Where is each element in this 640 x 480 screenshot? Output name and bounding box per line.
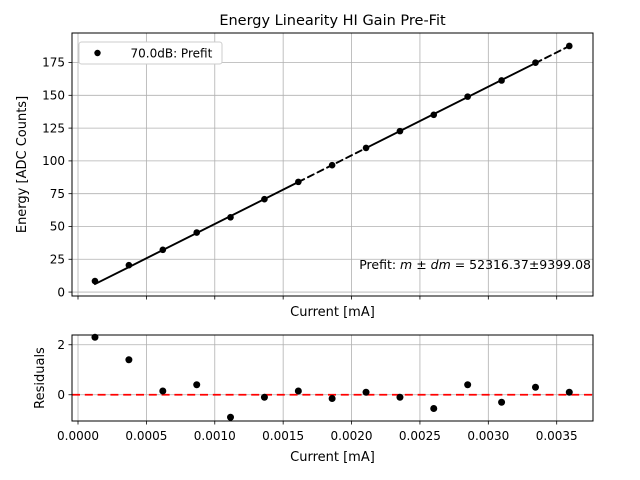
data-point — [532, 59, 539, 66]
data-point — [125, 261, 133, 269]
y-tick-label: 25 — [50, 252, 65, 266]
data-point — [159, 387, 167, 395]
data-point — [328, 395, 336, 402]
prefit-annotation: Prefit: m ± dm = 52316.37±9399.08 — [359, 257, 591, 272]
data-point — [464, 381, 472, 389]
y-tick-label: 0 — [57, 285, 65, 299]
data-point — [227, 413, 235, 421]
x-tick-label: 0.0015 — [262, 429, 304, 443]
y-tick-label: 100 — [42, 154, 65, 168]
data-point — [396, 127, 404, 135]
x-tick-label: 0.0000 — [57, 429, 99, 443]
x-tick-label: 0.0005 — [125, 429, 167, 443]
data-point — [430, 111, 438, 119]
data-point — [227, 213, 234, 221]
y-tick-label: 175 — [42, 56, 65, 70]
x-tick-label: 0.0025 — [399, 429, 441, 443]
chart-title: Energy Linearity HI Gain Pre-Fit — [219, 13, 446, 29]
fit-line-segment — [365, 62, 537, 150]
data-point — [159, 246, 167, 254]
fit-line-segment — [534, 45, 571, 64]
y-tick-label: 2 — [57, 338, 65, 352]
data-point — [193, 229, 201, 236]
data-point — [565, 42, 573, 50]
data-point — [294, 387, 302, 395]
data-point — [91, 277, 99, 285]
x-tick-label: 0.0020 — [331, 429, 373, 443]
data-point — [328, 161, 336, 169]
y-tick-label: 0 — [57, 388, 65, 402]
data-point — [532, 383, 540, 391]
y-tick-label: 125 — [42, 121, 65, 135]
annotation-prefix: Prefit: — [359, 257, 400, 272]
legend-marker-icon — [94, 49, 101, 57]
legend-label: 70.0dB: Prefit — [131, 47, 213, 61]
x-tick-label: 0.0030 — [467, 429, 509, 443]
axes-spine — [71, 32, 594, 297]
y-tick-label: 150 — [42, 89, 65, 103]
data-point — [362, 388, 370, 396]
legend-box — [78, 41, 223, 65]
bottom-plot: 0.0000 0.0005 0.0010 0.0015 0.0020 0.0025 0.00… — [57, 333, 594, 443]
annotation-math: m ± dm — [400, 257, 451, 272]
top-ylabel: Energy [ADC Counts] — [15, 96, 30, 233]
data-point — [498, 77, 505, 84]
annotation-suffix: = 52316.37±9399.08 — [451, 257, 591, 272]
legend: 70.0dB: Prefit — [78, 41, 223, 65]
data-point — [295, 178, 302, 186]
data-point — [261, 195, 268, 203]
axes-spine — [71, 334, 594, 422]
data-point — [125, 356, 133, 364]
y-tick-label: 50 — [50, 220, 65, 234]
y-tick-label: 75 — [50, 187, 65, 201]
x-tick-label: 0.0035 — [536, 429, 578, 443]
data-point — [498, 398, 506, 406]
bottom-xlabel: Current [mA] — [290, 450, 375, 465]
data-point — [260, 393, 268, 401]
data-point — [464, 93, 471, 100]
data-point — [362, 144, 370, 152]
data-point — [396, 393, 404, 401]
top-plot: 0 25 50 75 100 125 150 175 — [42, 32, 594, 300]
data-point — [430, 405, 438, 412]
x-tick-label: 0.0010 — [194, 429, 236, 443]
data-point — [193, 381, 201, 389]
bottom-ylabel: Residuals — [33, 347, 48, 409]
top-xlabel: Current [mA] — [290, 305, 375, 320]
data-point — [565, 388, 573, 396]
